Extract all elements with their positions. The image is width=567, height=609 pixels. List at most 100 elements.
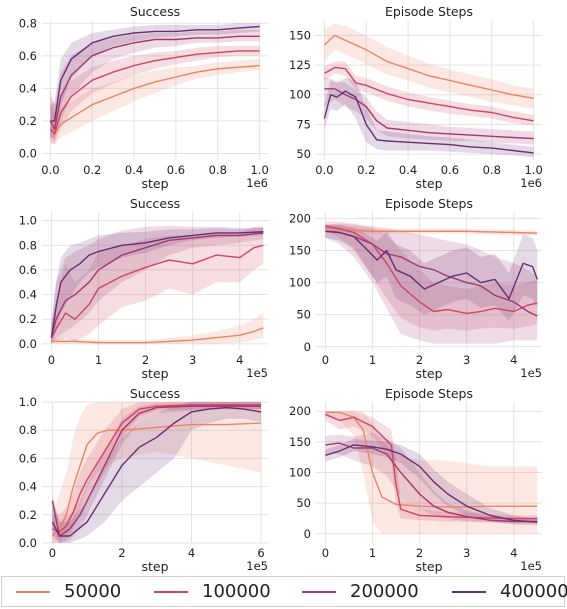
y-tick-label: 125 (289, 58, 311, 72)
band-100000 (50, 46, 260, 144)
y-tick-label: 100 (289, 466, 311, 480)
x-axis-label: step (141, 176, 168, 191)
x-axis-label: step (141, 559, 168, 574)
y-tick-label: 150 (289, 244, 311, 258)
series-line-100000 (49, 50, 260, 135)
x-tick-label: 0.0 (41, 163, 59, 177)
band-100000 (325, 411, 538, 522)
x-tick-label: 1.0 (524, 163, 542, 177)
band-50000 (51, 313, 264, 344)
series-line-200000 (325, 442, 538, 523)
x-axis-exponent: 1e5 (246, 559, 268, 573)
legend-item-50000: 50000 (16, 577, 121, 606)
legend-label-100000: 100000 (202, 581, 271, 602)
y-tick-label: 75 (296, 117, 311, 131)
x-axis-label: step (415, 559, 442, 574)
x-tick-label: 2 (416, 353, 423, 367)
x-tick-label: 0 (322, 546, 329, 560)
band-400000 (325, 438, 538, 526)
y-tick-label: 100 (289, 276, 311, 290)
x-tick-label: 2 (118, 546, 125, 560)
legend: 50000 100000 200000 400000 (1, 576, 567, 607)
chart-panel-1: 0.0 0.2 0.4 0.6 0.8 1.0 0.0 0.2 0.4 0.6 0.8 Success… (19, 4, 269, 191)
series-line-200000 (50, 232, 264, 338)
x-tick-label: 0.0 (315, 163, 333, 177)
y-tick-label: 50 (296, 147, 311, 161)
x-tick-label: 1 (369, 353, 376, 367)
x-axis-exponent: 1e5 (520, 559, 542, 573)
legend-label-400000: 400000 (500, 581, 567, 602)
x-tick-label: 0 (49, 546, 56, 560)
band-400000 (324, 78, 534, 158)
x-tick-label: 0.2 (357, 163, 375, 177)
chart-panel-3: 0 1 2 3 4 0.0 0.2 0.4 0.6 0.8 1.0 Success step 1e5 (19, 196, 268, 381)
series-line-400000 (323, 90, 534, 154)
y-tick-label: 0.4 (19, 288, 37, 302)
series-line-200000 (325, 230, 538, 317)
y-tick-label: 0.4 (19, 81, 37, 95)
y-tick-label: 0.2 (19, 508, 37, 522)
legend-label-200000: 200000 (350, 581, 419, 602)
x-tick-label: 3 (463, 546, 470, 560)
x-tick-label: 2 (142, 353, 149, 367)
legend-label-50000: 50000 (64, 581, 122, 602)
y-tick-label: 0.0 (19, 337, 37, 351)
band-50000 (52, 402, 262, 543)
chart-title: Episode Steps (385, 386, 473, 401)
series-line-100000 (325, 413, 538, 520)
series-line-200000 (49, 35, 260, 130)
band-200000 (324, 76, 534, 145)
x-tick-label: 4 (510, 546, 517, 560)
band-200000 (51, 225, 264, 344)
x-tick-label: 3 (463, 353, 470, 367)
y-tick-label: 50 (296, 496, 311, 510)
chart-title: Success (130, 386, 180, 401)
series-line-400000 (325, 230, 538, 300)
y-tick-label: 150 (289, 435, 311, 449)
x-tick-label: 0 (322, 353, 329, 367)
y-tick-label: 0.6 (19, 49, 37, 63)
chart-panel-6: 0 1 2 3 4 0 50 100 150 200 Episode Steps step 1e5 (289, 386, 542, 574)
x-axis-exponent: 1e5 (246, 366, 268, 380)
band-400000 (51, 228, 264, 344)
chart-panel-2: 0.0 0.2 0.4 0.6 0.8 1.0 50 75 100 125 150 Episode S… (289, 4, 543, 191)
y-tick-label: 0.0 (19, 146, 37, 160)
series-line-100000 (52, 404, 261, 533)
x-axis-exponent: 1e5 (520, 366, 542, 380)
x-tick-label: 0.6 (441, 163, 459, 177)
x-axis-exponent: 1e6 (246, 176, 268, 190)
x-tick-label: 2 (416, 546, 423, 560)
series-line-200000 (51, 405, 261, 537)
y-tick-label: 0 (304, 340, 311, 354)
y-tick-label: 0.6 (19, 451, 37, 465)
x-axis-exponent: 1e6 (520, 176, 542, 190)
chart-panel-5: 0 2 4 6 0.0 0.2 0.4 0.6 0.8 1.0 Success step 1e5 (19, 386, 268, 574)
y-tick-label: 0.0 (19, 536, 37, 550)
series-line-400000 (325, 444, 538, 523)
y-tick-label: 0 (304, 527, 311, 541)
x-tick-label: 4 (188, 546, 195, 560)
legend-item-400000: 400000 (452, 577, 567, 606)
band-100000 (324, 61, 534, 126)
chart-title: Episode Steps (385, 4, 473, 19)
legend-line-50000 (16, 590, 50, 593)
band-400000 (52, 402, 262, 543)
series-line-100000 (50, 244, 264, 339)
x-tick-label: 0.6 (167, 163, 185, 177)
x-axis-label: step (415, 176, 442, 191)
y-tick-label: 0.8 (19, 238, 37, 252)
x-axis-label: step (415, 366, 442, 381)
chart-title: Episode Steps (385, 196, 473, 211)
x-tick-label: 0.8 (209, 163, 227, 177)
x-tick-label: 0.2 (83, 163, 101, 177)
chart-panel-4: 0 1 2 3 4 0 50 100 150 200 Episode Steps step 1e5 (289, 196, 542, 381)
series-line-50000 (325, 227, 538, 234)
series-line-50000 (323, 34, 534, 99)
chart-title: Success (130, 196, 180, 211)
plot-area (42, 402, 268, 543)
legend-item-100000: 100000 (154, 577, 271, 606)
series-line-200000 (324, 88, 534, 140)
x-tick-label: 0.4 (399, 163, 417, 177)
y-tick-label: 50 (296, 308, 311, 322)
